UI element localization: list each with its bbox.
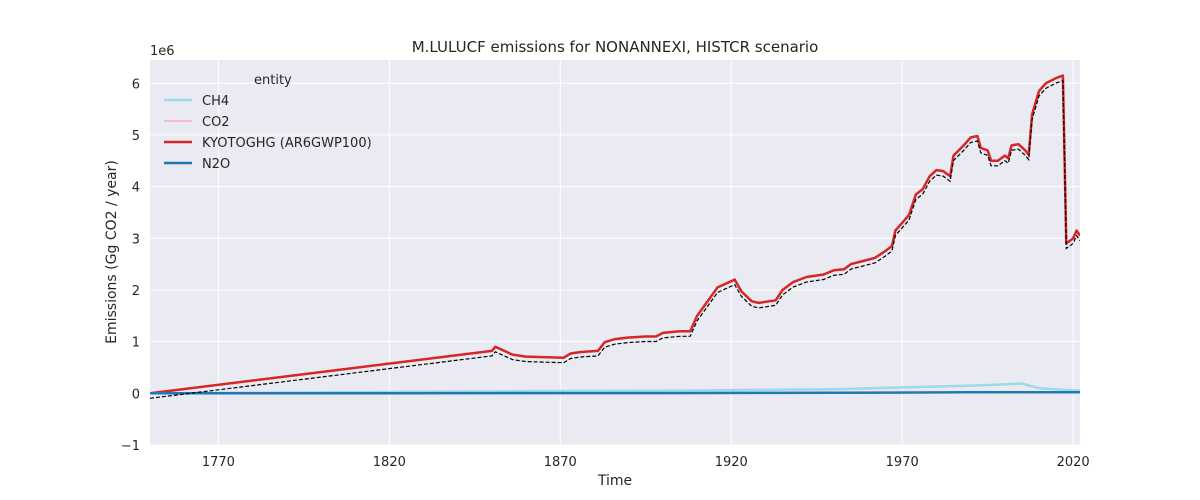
x-tick-label: 1820	[373, 455, 406, 470]
x-tick-labels: 1770 1820 1870 1920 1970 2020	[202, 455, 1090, 470]
x-tick-label: 1970	[886, 455, 919, 470]
legend-entry: N2O	[202, 157, 230, 172]
legend-entry: KYOTOGHG (AR6GWP100)	[202, 136, 372, 151]
legend-entry: CO2	[202, 115, 230, 130]
x-tick-label: 1920	[715, 455, 748, 470]
plot-background	[150, 60, 1080, 445]
series-line-kyotoghg-ar6gwp100	[150, 74, 1080, 395]
y-tick-label: 5	[132, 129, 140, 144]
y-axis-label: Emissions (Gg CO2 / year)	[104, 160, 120, 344]
y-tick-labels: −1 0 1 2 3 4 5 6	[121, 77, 140, 454]
y-tick-label: 1	[132, 336, 140, 351]
legend-entry: CH4	[202, 94, 229, 109]
y-tick-label: 6	[132, 77, 140, 92]
y-multiplier-label: 1e6	[150, 44, 175, 59]
chart-title: M.LULUCF emissions for NONANNEXI, HISTCR…	[412, 38, 819, 56]
legend: entity CH4 CO2 KYOTOGHG (AR6GWP100) N2O	[164, 73, 372, 172]
series-layer	[150, 74, 1080, 399]
y-tick-label: 2	[132, 284, 140, 299]
y-tick-label: 0	[132, 387, 140, 402]
legend-title: entity	[254, 73, 292, 88]
x-tick-label: 1870	[544, 455, 577, 470]
series-dashed-overlay	[150, 79, 1080, 399]
x-axis-label: Time	[597, 473, 632, 489]
series-line-ch4	[150, 382, 1080, 395]
y-tick-label: 3	[132, 232, 140, 247]
y-tick-label: 4	[132, 181, 140, 196]
y-tick-label: −1	[121, 439, 140, 454]
series-line-n2o	[150, 391, 1080, 395]
x-tick-label: 2020	[1057, 455, 1090, 470]
x-tick-label: 1770	[202, 455, 235, 470]
